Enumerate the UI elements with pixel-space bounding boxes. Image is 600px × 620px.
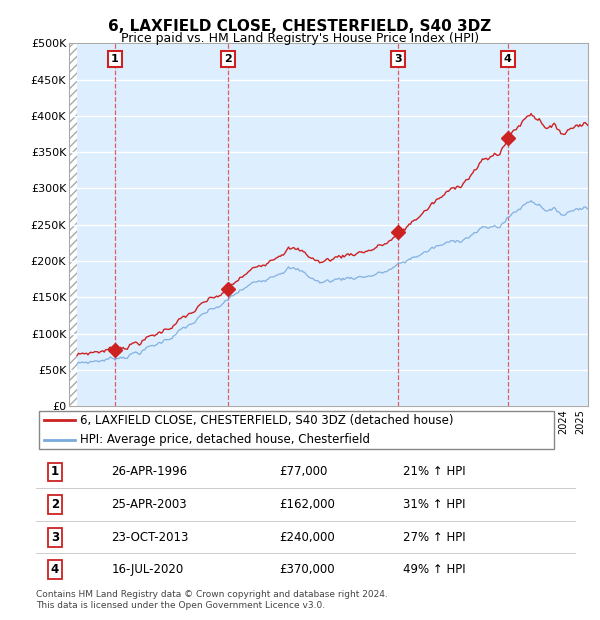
Text: 4: 4: [503, 55, 511, 64]
Text: £240,000: £240,000: [279, 531, 335, 544]
Text: 27% ↑ HPI: 27% ↑ HPI: [403, 531, 466, 544]
Text: 2: 2: [224, 55, 232, 64]
Text: £162,000: £162,000: [279, 498, 335, 511]
FancyBboxPatch shape: [38, 411, 554, 449]
Text: 21% ↑ HPI: 21% ↑ HPI: [403, 466, 466, 479]
Text: 25-APR-2003: 25-APR-2003: [112, 498, 187, 511]
Text: 1: 1: [51, 466, 59, 479]
Text: £77,000: £77,000: [279, 466, 328, 479]
Text: 23-OCT-2013: 23-OCT-2013: [112, 531, 189, 544]
Text: 2: 2: [51, 498, 59, 511]
Text: HPI: Average price, detached house, Chesterfield: HPI: Average price, detached house, Ches…: [80, 433, 370, 446]
Text: 6, LAXFIELD CLOSE, CHESTERFIELD, S40 3DZ: 6, LAXFIELD CLOSE, CHESTERFIELD, S40 3DZ: [109, 19, 491, 33]
Text: 16-JUL-2020: 16-JUL-2020: [112, 563, 184, 576]
Text: Contains HM Land Registry data © Crown copyright and database right 2024.
This d: Contains HM Land Registry data © Crown c…: [36, 590, 388, 609]
Text: 3: 3: [395, 55, 402, 64]
Text: 6, LAXFIELD CLOSE, CHESTERFIELD, S40 3DZ (detached house): 6, LAXFIELD CLOSE, CHESTERFIELD, S40 3DZ…: [80, 414, 454, 427]
Text: 4: 4: [51, 563, 59, 576]
Text: 26-APR-1996: 26-APR-1996: [112, 466, 188, 479]
Text: £370,000: £370,000: [279, 563, 335, 576]
Text: 31% ↑ HPI: 31% ↑ HPI: [403, 498, 466, 511]
Text: 3: 3: [51, 531, 59, 544]
Text: Price paid vs. HM Land Registry's House Price Index (HPI): Price paid vs. HM Land Registry's House …: [121, 32, 479, 45]
Text: 1: 1: [111, 55, 119, 64]
Text: 49% ↑ HPI: 49% ↑ HPI: [403, 563, 466, 576]
